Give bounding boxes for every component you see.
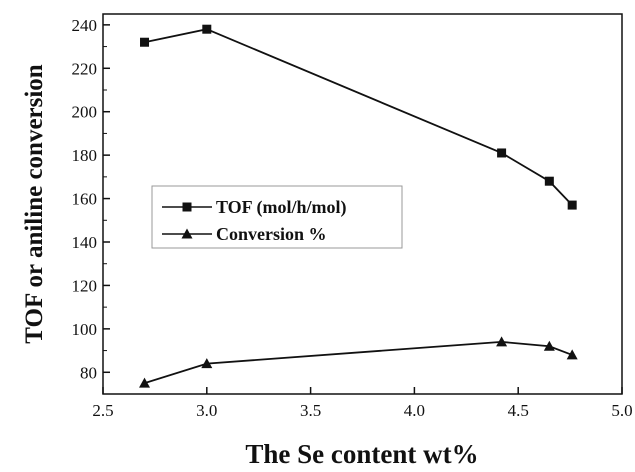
- x-axis-title: The Se content wt%: [245, 439, 478, 469]
- y-tick-label: 180: [72, 146, 98, 165]
- tof-point: [202, 24, 212, 34]
- tof-point: [544, 176, 554, 186]
- x-tick-label: 2.5: [92, 401, 113, 420]
- tof-point: [497, 148, 507, 158]
- series-line-tof: [144, 28, 573, 206]
- x-tick-label: 4.0: [404, 401, 425, 420]
- x-tick-label: 4.5: [508, 401, 529, 420]
- y-tick-label: 120: [72, 276, 98, 295]
- y-tick-label: 140: [72, 233, 98, 252]
- legend-label-conversion: Conversion %: [216, 224, 327, 244]
- legend-box: [151, 185, 403, 249]
- y-tick-label: 240: [72, 16, 98, 35]
- tof-point: [567, 200, 577, 210]
- conversion-point: [201, 358, 213, 369]
- x-tick-label: 5.0: [611, 401, 632, 420]
- x-axis: 2.5 3.0 3.5 4.0 4.5 5.0: [92, 387, 633, 420]
- y-axis-title: TOF or aniline conversion: [21, 64, 48, 344]
- tof-point: [140, 37, 150, 47]
- y-tick-label: 80: [80, 363, 97, 382]
- conversion-point: [543, 340, 555, 351]
- legend-label-tof: TOF (mol/h/mol): [216, 197, 347, 218]
- y-tick-label: 100: [72, 320, 98, 339]
- legend: TOF (mol/h/mol) Conversion %: [151, 185, 403, 249]
- y-axis: 80 100 120 140 160 180 200 220 240: [72, 16, 110, 382]
- x-tick-label: 3.5: [300, 401, 321, 420]
- conversion-point: [566, 349, 578, 360]
- y-tick-label: 200: [72, 103, 98, 122]
- plot-area: [102, 13, 623, 395]
- conversion-point: [496, 336, 508, 347]
- conversion-point: [139, 377, 151, 388]
- legend-marker-square: [182, 202, 192, 212]
- series-layer: [139, 24, 578, 388]
- y-tick-label: 160: [72, 190, 98, 209]
- y-tick-label: 220: [72, 59, 98, 78]
- legend-marker-triangle: [181, 228, 193, 239]
- x-tick-label: 3.0: [196, 401, 217, 420]
